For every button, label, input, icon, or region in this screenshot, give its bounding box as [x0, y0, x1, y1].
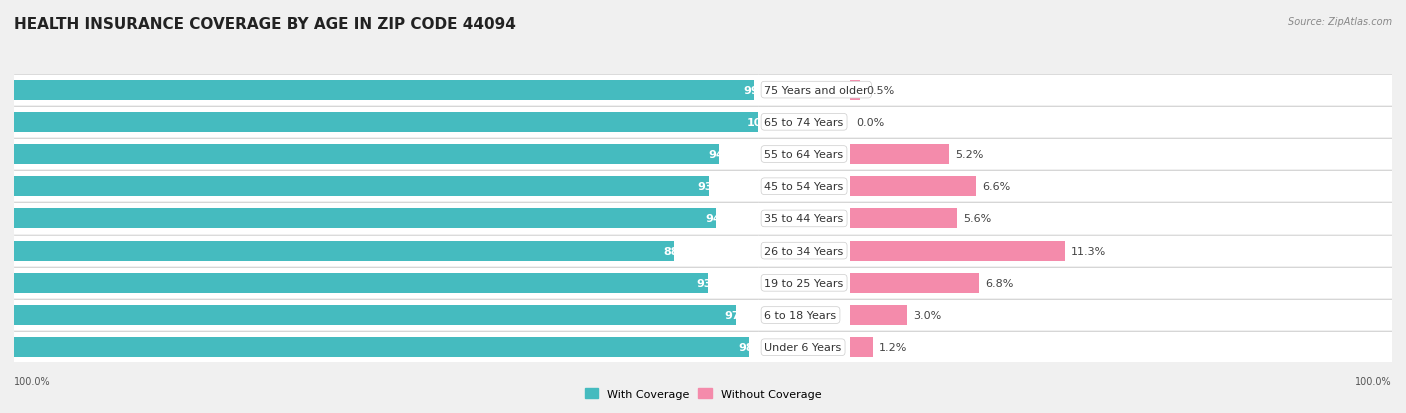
- Text: 5.6%: 5.6%: [963, 214, 991, 224]
- Bar: [851, 145, 949, 165]
- Bar: [14, 140, 758, 170]
- Text: 93.2%: 93.2%: [696, 278, 735, 288]
- Text: 6.6%: 6.6%: [981, 182, 1010, 192]
- Bar: [14, 113, 758, 133]
- Text: 93.4%: 93.4%: [697, 182, 737, 192]
- Bar: [14, 172, 758, 202]
- Bar: [14, 177, 709, 197]
- Bar: [851, 337, 873, 357]
- Text: 100.0%: 100.0%: [1355, 376, 1392, 386]
- Bar: [851, 177, 976, 197]
- Text: 94.8%: 94.8%: [709, 150, 747, 160]
- Bar: [758, 75, 1392, 105]
- Bar: [758, 204, 1392, 234]
- Bar: [758, 172, 1392, 202]
- Bar: [14, 209, 717, 229]
- Bar: [758, 332, 1392, 363]
- Bar: [14, 241, 673, 261]
- Text: 75 Years and older: 75 Years and older: [765, 85, 868, 95]
- Legend: With Coverage, Without Coverage: With Coverage, Without Coverage: [581, 384, 825, 404]
- Text: 3.0%: 3.0%: [914, 310, 942, 320]
- Text: 98.8%: 98.8%: [738, 342, 776, 352]
- Text: 65 to 74 Years: 65 to 74 Years: [765, 118, 844, 128]
- Text: 100.0%: 100.0%: [747, 118, 793, 128]
- Text: 0.5%: 0.5%: [866, 85, 894, 95]
- Bar: [14, 145, 720, 165]
- Bar: [14, 107, 758, 138]
- Text: 94.4%: 94.4%: [706, 214, 744, 224]
- Text: 97.0%: 97.0%: [724, 310, 763, 320]
- Bar: [14, 204, 758, 234]
- Text: Under 6 Years: Under 6 Years: [765, 342, 842, 352]
- Bar: [851, 273, 980, 293]
- Bar: [14, 300, 758, 330]
- Bar: [14, 81, 755, 100]
- Bar: [851, 81, 859, 100]
- Text: 6.8%: 6.8%: [986, 278, 1014, 288]
- Text: 45 to 54 Years: 45 to 54 Years: [765, 182, 844, 192]
- Text: 1.2%: 1.2%: [879, 342, 907, 352]
- Text: 100.0%: 100.0%: [14, 376, 51, 386]
- Bar: [758, 236, 1392, 266]
- Bar: [14, 268, 758, 298]
- Bar: [14, 305, 735, 325]
- Bar: [851, 305, 907, 325]
- Bar: [758, 107, 1392, 138]
- Text: Source: ZipAtlas.com: Source: ZipAtlas.com: [1288, 17, 1392, 26]
- Bar: [14, 75, 758, 105]
- Bar: [14, 337, 749, 357]
- Text: 26 to 34 Years: 26 to 34 Years: [765, 246, 844, 256]
- Bar: [851, 241, 1064, 261]
- Text: 5.2%: 5.2%: [955, 150, 984, 160]
- Bar: [14, 236, 758, 266]
- Bar: [758, 300, 1392, 330]
- Text: 11.3%: 11.3%: [1071, 246, 1107, 256]
- Text: 35 to 44 Years: 35 to 44 Years: [765, 214, 844, 224]
- Text: 55 to 64 Years: 55 to 64 Years: [765, 150, 844, 160]
- Bar: [851, 209, 956, 229]
- Text: HEALTH INSURANCE COVERAGE BY AGE IN ZIP CODE 44094: HEALTH INSURANCE COVERAGE BY AGE IN ZIP …: [14, 17, 516, 31]
- Bar: [14, 332, 758, 363]
- Bar: [758, 268, 1392, 298]
- Bar: [758, 140, 1392, 170]
- Text: 6 to 18 Years: 6 to 18 Years: [765, 310, 837, 320]
- Text: 19 to 25 Years: 19 to 25 Years: [765, 278, 844, 288]
- Text: 99.5%: 99.5%: [744, 85, 782, 95]
- Bar: [14, 273, 707, 293]
- Text: 88.7%: 88.7%: [662, 246, 702, 256]
- Text: 0.0%: 0.0%: [856, 118, 884, 128]
